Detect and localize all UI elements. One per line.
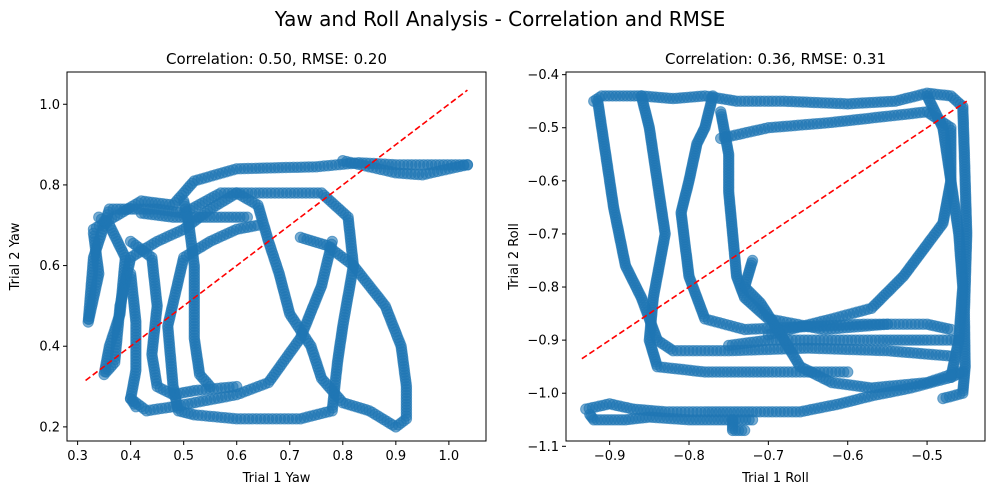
- y-tick-label: 0.8: [39, 178, 60, 193]
- data-point: [204, 380, 216, 393]
- y-axis-label: Trial 2 Roll: [507, 223, 522, 291]
- y-tick-label: −0.7: [527, 227, 559, 242]
- x-tick-label: 1.0: [439, 449, 460, 464]
- data-point: [461, 159, 474, 171]
- x-axis-label: Trial 1 Roll: [741, 471, 809, 486]
- x-tick-label: 0.3: [67, 449, 88, 464]
- y-tick-label: 0.4: [39, 340, 60, 355]
- x-tick-label: 0.4: [120, 449, 141, 464]
- data-point: [294, 231, 307, 244]
- data-point: [130, 401, 142, 413]
- y-tick-label: 1.0: [39, 98, 60, 113]
- data-point: [241, 211, 254, 223]
- x-tick-label: 0.8: [332, 449, 353, 464]
- subplot-1: 0.3 0.4 0.5 0.6 0.7 0.8 0.9 1.0 0.2 0.4 0.6 0.8 1.0 C…: [8, 50, 487, 486]
- data-point: [231, 380, 243, 393]
- y-tick-label: −1.1: [527, 440, 559, 455]
- x-tick-label: −0.7: [753, 449, 785, 464]
- x-tick-label: 0.9: [385, 449, 406, 464]
- subplot-title: Correlation: 0.50, RMSE: 0.20: [166, 50, 387, 68]
- axes-frame: [66, 71, 487, 442]
- subplot-title: Correlation: 0.36, RMSE: 0.31: [665, 50, 886, 68]
- data-point: [326, 235, 338, 248]
- y-tick-label: 0.6: [39, 259, 60, 274]
- data-point: [945, 371, 957, 383]
- x-tick-label: −0.6: [832, 449, 864, 464]
- y-tick-label: −0.6: [527, 174, 559, 189]
- x-tick-label: −0.8: [673, 449, 705, 464]
- x-tick-label: 0.5: [173, 449, 194, 464]
- x-tick-label: 0.6: [226, 449, 247, 464]
- scatter-points: [580, 87, 973, 437]
- y-axis-label: Trial 2 Yaw: [8, 222, 23, 291]
- y-tick-label: −0.4: [527, 68, 559, 83]
- y-tick-label: 0.2: [39, 420, 60, 435]
- y-tick-label: −0.9: [527, 334, 559, 349]
- axes-frame: [565, 71, 986, 442]
- y-tick-label: −0.8: [527, 281, 559, 296]
- y-tick-label: −0.5: [527, 121, 559, 136]
- x-axis-label: Trial 1 Yaw: [242, 471, 311, 486]
- y-tick-label: −1.0: [527, 387, 559, 402]
- subplot-2: −0.9 −0.8 −0.7 −0.6 −0.5 −1.1 −1.0 −0.9 −0.8 −0.7…: [507, 50, 986, 486]
- x-tick-label: −0.5: [911, 449, 943, 464]
- figure-suptitle: Yaw and Roll Analysis - Correlation and …: [274, 7, 726, 31]
- data-point: [881, 318, 894, 330]
- reference-line: [85, 89, 468, 382]
- scatter-points: [82, 155, 474, 433]
- data-point: [738, 424, 751, 437]
- reference-line: [581, 100, 968, 360]
- data-point: [842, 366, 854, 378]
- data-point: [937, 392, 949, 405]
- x-tick-label: 0.7: [279, 449, 300, 464]
- x-tick-label: −0.9: [594, 449, 626, 464]
